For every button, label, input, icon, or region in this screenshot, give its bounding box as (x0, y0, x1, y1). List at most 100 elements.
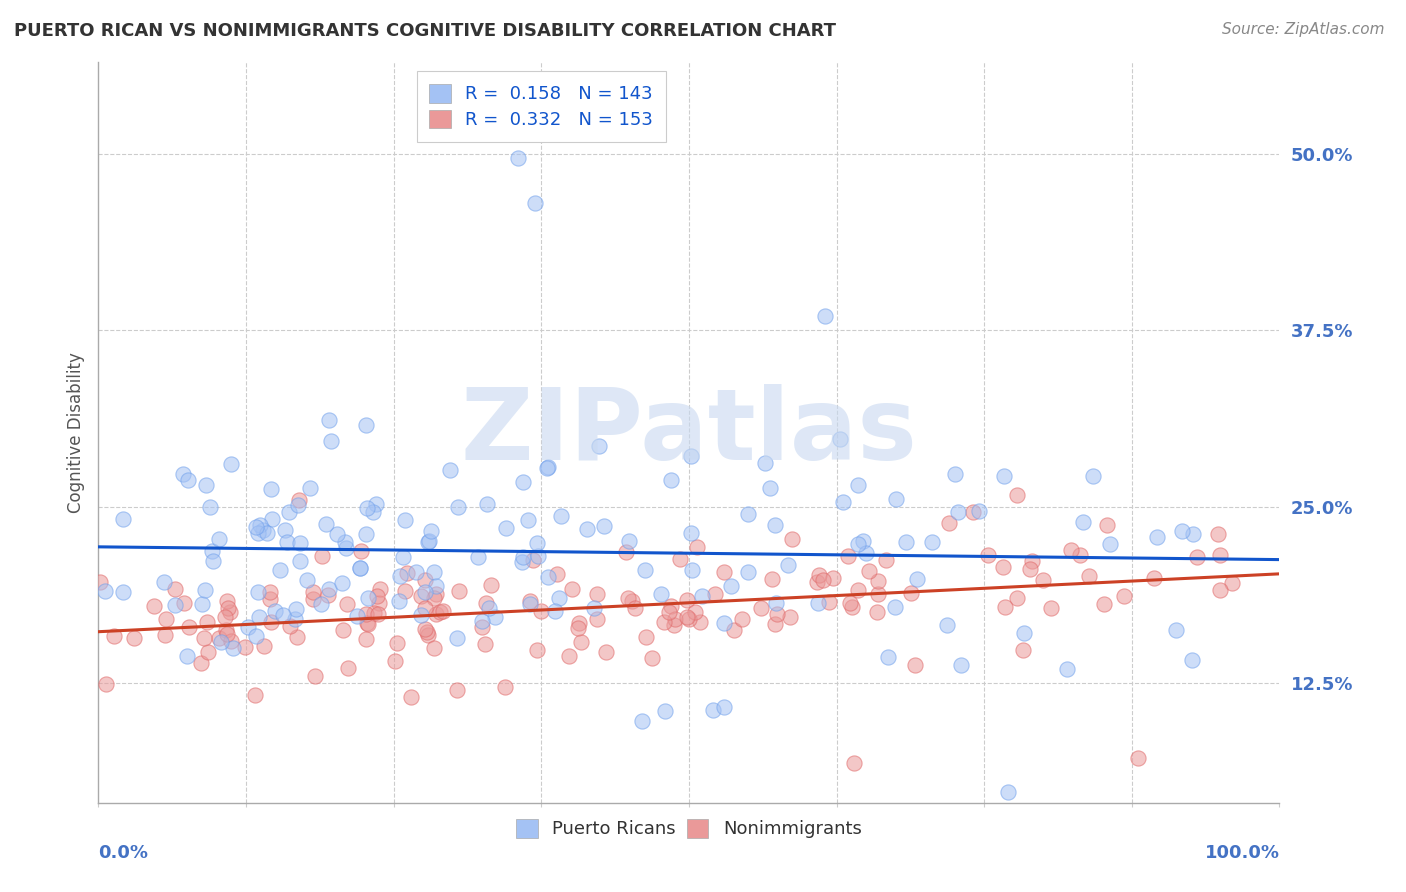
Point (494, 680, 516, 694)
Point (194, 582, 217, 597)
Point (177, 473, 200, 487)
Point (163, 598, 186, 612)
Point (318, 413, 340, 427)
Point (172, 467, 194, 481)
Point (247, 585, 270, 599)
Point (1206, 526, 1229, 541)
Point (586, 612, 609, 626)
Point (506, 152, 529, 166)
Point (449, 583, 471, 598)
Point (201, 554, 224, 568)
Point (510, 555, 533, 569)
Point (195, 615, 218, 630)
Point (163, 582, 186, 596)
Point (713, 699, 735, 714)
Point (595, 645, 617, 659)
Point (681, 449, 703, 463)
Point (285, 630, 308, 644)
Point (315, 517, 337, 532)
Point (807, 596, 830, 610)
Point (749, 601, 772, 615)
Point (333, 535, 356, 549)
Point (198, 500, 221, 515)
Point (558, 648, 581, 663)
Point (357, 591, 380, 606)
Point (253, 639, 276, 653)
Point (877, 650, 900, 665)
Point (650, 587, 672, 601)
Point (425, 607, 447, 622)
Point (884, 492, 907, 507)
Point (478, 601, 501, 615)
Point (418, 535, 440, 549)
Point (938, 516, 960, 531)
Legend: Puerto Ricans, Nonimmigrants: Puerto Ricans, Nonimmigrants (505, 808, 873, 849)
Point (1209, 549, 1232, 563)
Point (548, 591, 571, 605)
Point (420, 524, 443, 538)
Point (356, 526, 378, 541)
Point (446, 682, 468, 697)
Point (395, 566, 418, 581)
Point (284, 612, 307, 626)
Point (394, 513, 416, 527)
Point (754, 456, 776, 470)
Point (994, 600, 1017, 615)
Point (1077, 568, 1099, 582)
Point (201, 544, 224, 558)
Point (349, 544, 371, 558)
Point (245, 629, 267, 643)
Point (409, 589, 432, 603)
Point (1146, 530, 1168, 544)
Point (1095, 518, 1118, 533)
Point (1007, 488, 1029, 502)
Point (530, 604, 553, 618)
Point (238, 620, 260, 634)
Point (349, 561, 371, 575)
Point (841, 600, 863, 615)
Point (782, 533, 804, 547)
Point (621, 594, 644, 608)
Point (208, 631, 231, 645)
Point (368, 582, 391, 596)
Point (658, 605, 681, 619)
Point (522, 553, 544, 567)
Point (288, 492, 311, 507)
Point (811, 574, 834, 588)
Point (471, 615, 494, 629)
Point (356, 418, 378, 433)
Point (512, 475, 534, 489)
Point (884, 599, 907, 614)
Point (304, 669, 326, 683)
Point (526, 536, 548, 550)
Point (415, 625, 437, 640)
Y-axis label: Cognitive Disability: Cognitive Disability (66, 352, 84, 513)
Point (1012, 642, 1035, 657)
Point (311, 597, 333, 611)
Point (681, 525, 703, 540)
Point (190, 656, 212, 670)
Text: 100.0%: 100.0% (1205, 844, 1279, 862)
Point (866, 605, 889, 619)
Point (654, 704, 676, 718)
Point (1056, 662, 1078, 676)
Point (512, 549, 534, 564)
Point (943, 467, 966, 481)
Point (416, 628, 439, 642)
Point (896, 535, 918, 549)
Point (689, 615, 711, 629)
Point (363, 606, 385, 620)
Point (356, 616, 378, 631)
Point (568, 615, 591, 630)
Point (858, 564, 880, 578)
Point (1040, 600, 1063, 615)
Point (723, 623, 745, 637)
Point (330, 576, 353, 591)
Point (243, 688, 266, 702)
Point (713, 566, 735, 580)
Point (299, 481, 322, 495)
Point (765, 597, 787, 611)
Point (1092, 597, 1115, 611)
Point (585, 587, 607, 601)
Point (636, 630, 658, 644)
